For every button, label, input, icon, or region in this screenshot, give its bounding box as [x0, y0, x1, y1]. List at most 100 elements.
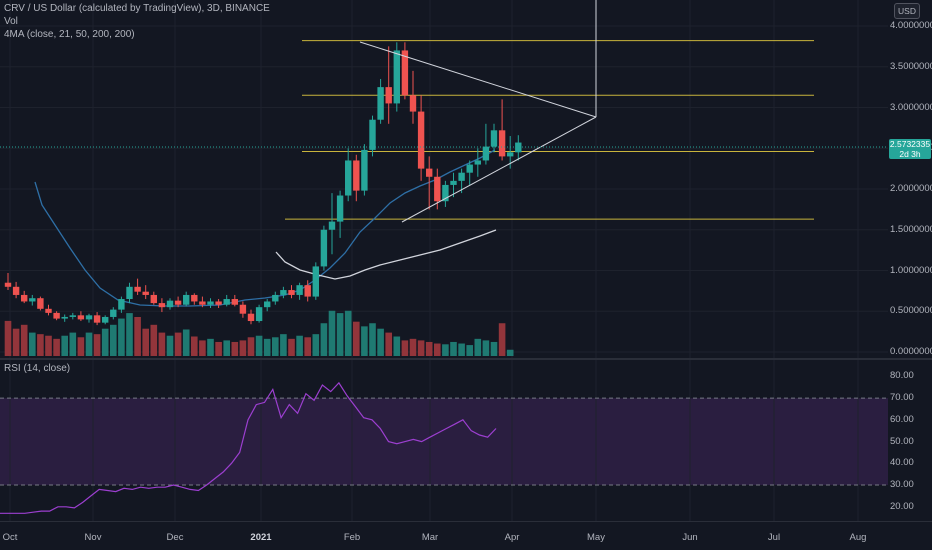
candle — [482, 123, 490, 165]
volume-bar — [353, 321, 360, 356]
price-tick-label: 3.0000000 — [890, 101, 932, 113]
trendline-drawings[interactable] — [359, 0, 597, 223]
candle-body — [29, 298, 36, 302]
chart-legend: CRV / US Dollar (calculated by TradingVi… — [4, 2, 270, 41]
volume-bar — [69, 332, 77, 356]
price-axis[interactable]: 4.00000003.50000003.00000002.50000002.00… — [888, 0, 932, 358]
candle-body — [191, 294, 198, 302]
volume-bar — [93, 334, 101, 356]
volume-bar — [393, 336, 401, 356]
time-tick-label: Apr — [504, 532, 520, 543]
price-chart-pane[interactable] — [0, 0, 888, 358]
volume-bar — [369, 323, 376, 356]
candle-body — [255, 307, 263, 322]
volume-bar — [166, 335, 174, 356]
candle — [142, 285, 149, 300]
ma-long-line — [275, 229, 497, 280]
candle-body — [264, 301, 271, 308]
candle — [53, 311, 60, 321]
volume-bar — [174, 332, 182, 356]
time-tick-label: Dec — [166, 532, 184, 543]
candle-body — [409, 95, 417, 112]
rsi-chart-pane[interactable] — [0, 360, 888, 522]
candle — [426, 156, 433, 210]
volume-bar — [37, 334, 44, 356]
candle — [498, 99, 506, 161]
pane-separator[interactable] — [0, 358, 932, 360]
candle-body — [215, 301, 222, 305]
time-axis-border — [0, 521, 932, 522]
rsi-tick-label: 30.00 — [890, 479, 914, 491]
volume-bar — [328, 310, 336, 356]
volume-bar — [126, 313, 133, 356]
candle-body — [498, 130, 506, 157]
candle — [45, 304, 52, 316]
volume-bar — [304, 337, 311, 356]
candle-body — [490, 130, 498, 147]
volume-legend[interactable]: Vol — [4, 16, 18, 27]
candle — [264, 299, 271, 312]
candle-body — [134, 286, 141, 292]
ma-legend[interactable]: 4MA (close, 21, 50, 200, 200) — [4, 29, 135, 40]
volume-bar — [118, 318, 125, 356]
candle-body — [450, 180, 457, 185]
candle-body — [296, 285, 303, 295]
volume-histogram — [4, 310, 514, 356]
candle-body — [4, 282, 12, 287]
candle — [247, 309, 255, 325]
time-tick-label: Nov — [84, 532, 102, 543]
candle-body — [304, 285, 311, 297]
currency-badge[interactable]: USD — [894, 3, 920, 19]
candle — [288, 285, 295, 299]
candle-body — [126, 286, 133, 300]
candle — [183, 291, 190, 307]
candle — [474, 148, 481, 177]
volume-bar — [458, 343, 465, 356]
candle — [191, 293, 198, 305]
upper-trendline[interactable] — [359, 41, 597, 118]
candle — [134, 278, 141, 295]
candle-body — [21, 294, 28, 302]
candle — [450, 172, 457, 198]
volume-bar — [77, 337, 85, 356]
candle-body — [434, 176, 441, 202]
candle — [85, 313, 93, 323]
candle — [377, 78, 384, 124]
rsi-band — [0, 398, 888, 486]
candle-body — [474, 160, 481, 165]
rsi-tick-label: 80.00 — [890, 370, 914, 382]
rsi-legend[interactable]: RSI (14, close) — [4, 363, 71, 374]
candle — [304, 280, 311, 302]
symbol-title[interactable]: CRV / US Dollar (calculated by TradingVi… — [4, 3, 270, 14]
candle — [361, 144, 368, 196]
candle-body — [118, 299, 125, 310]
candle-body — [377, 87, 384, 120]
candle — [320, 225, 328, 271]
candle-body — [231, 299, 238, 305]
time-tick-label: May — [587, 532, 605, 543]
candle-body — [239, 304, 247, 314]
candle-body — [401, 50, 409, 96]
time-axis[interactable]: Oct Nov Dec 2021 Feb Mar Apr May Jun Jul Aug — [0, 522, 888, 550]
candle — [158, 298, 166, 313]
lower-trendline[interactable] — [401, 116, 597, 223]
candle-body — [361, 149, 368, 191]
candle-body — [417, 111, 425, 169]
candle-body — [102, 316, 109, 323]
volume-bar — [263, 338, 271, 356]
time-tick-label: Aug — [849, 532, 867, 543]
last-price-tag: 2.5732335 2d 3h — [889, 139, 931, 159]
volume-bar — [425, 341, 433, 356]
candle — [93, 312, 101, 326]
candle — [199, 296, 206, 308]
candle-body — [312, 266, 319, 297]
volume-bar — [255, 335, 263, 356]
candle-body — [328, 221, 336, 230]
candle-body — [77, 315, 85, 320]
candle-body — [166, 300, 174, 308]
volume-bar — [409, 338, 417, 356]
volume-bar — [361, 326, 368, 356]
rsi-axis[interactable]: 80.00 70.00 60.00 50.00 40.00 30.00 20.00 — [888, 360, 932, 522]
candle — [296, 282, 303, 300]
candle — [369, 115, 376, 157]
